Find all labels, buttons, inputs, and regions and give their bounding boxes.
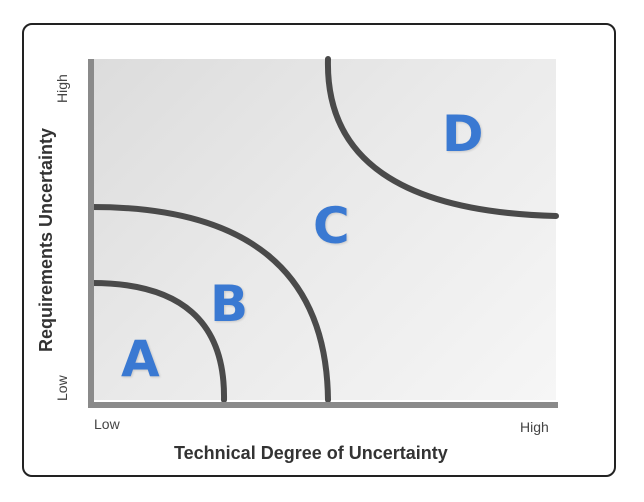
- y-axis-low-label: Low: [54, 375, 70, 401]
- diagram-frame: A B C D Low High High Low Technical Degr…: [22, 23, 616, 477]
- x-axis-low-label: Low: [94, 416, 120, 432]
- plot-area: [89, 56, 559, 403]
- x-axis-line: [88, 402, 558, 408]
- y-axis-high-label: High: [54, 74, 70, 103]
- region-c-label: C: [313, 197, 350, 255]
- region-d-label: D: [442, 105, 484, 163]
- region-b-label: B: [210, 275, 249, 333]
- region-boundaries: [89, 56, 559, 403]
- region-a-label: A: [121, 330, 160, 388]
- x-axis-high-label: High: [520, 419, 549, 435]
- x-axis-title: Technical Degree of Uncertainty: [174, 443, 448, 463]
- y-axis-line: [88, 59, 94, 408]
- y-axis-title: Requirements Uncertainty: [36, 127, 56, 352]
- boundary-a-b: [89, 280, 228, 403]
- boundary-b-c: [89, 204, 331, 403]
- boundary-c-d: [324, 56, 559, 219]
